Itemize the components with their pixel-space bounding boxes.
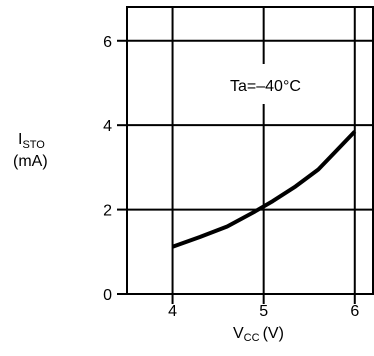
- x-tick-label-6: 6: [350, 303, 359, 320]
- y-tick-label-6: 6: [103, 34, 112, 51]
- annotation-temperature: Ta=–40°C: [230, 78, 301, 95]
- tick-marks: 4 5 6 0 2 4 6: [103, 34, 359, 320]
- y-axis-label-main: I: [18, 131, 22, 148]
- x-axis-label-unit: (V): [263, 325, 284, 342]
- x-tick-label-5: 5: [259, 303, 268, 320]
- x-tick-label-4: 4: [168, 303, 177, 320]
- x-axis-label-sub: CC: [244, 332, 260, 344]
- y-axis-unit: (mA): [13, 153, 48, 170]
- x-axis-label-main: V: [233, 325, 244, 342]
- x-axis-label: VCC (V): [233, 325, 284, 344]
- annotation-background: [213, 64, 343, 104]
- series-layer: [171, 130, 357, 249]
- y-axis-label: ISTO: [18, 131, 45, 151]
- y-tick-label-4: 4: [103, 118, 112, 135]
- y-axis-label-sub: STO: [22, 139, 45, 151]
- plot-frame: [126, 6, 374, 295]
- y-tick-label-0: 0: [103, 287, 112, 304]
- y-tick-label-2: 2: [103, 203, 112, 220]
